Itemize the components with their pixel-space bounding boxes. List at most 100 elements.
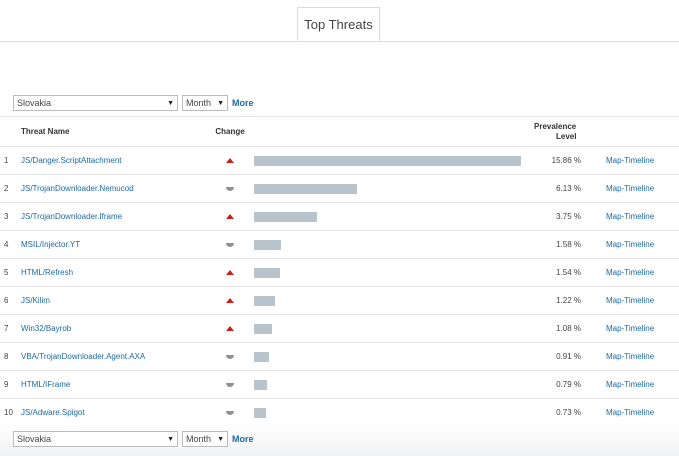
map-timeline-link[interactable]: Map-Timeline — [606, 258, 679, 287]
prevalence-value: 6.13 % — [534, 174, 606, 203]
period-select-value: Month — [186, 98, 212, 108]
change-cell — [206, 202, 254, 231]
period-select-value: Month — [186, 434, 212, 444]
table-row: 5 HTML/Refresh 1.54 % Map-Timeline — [0, 258, 679, 287]
threat-name-link[interactable]: HTML/IFrame — [16, 370, 206, 399]
country-select-value: Slovakia — [17, 98, 52, 108]
rank-cell: 6 — [0, 286, 16, 315]
prevalence-value: 1.22 % — [534, 286, 606, 315]
threat-name-link[interactable]: Win32/Bayrob — [16, 314, 206, 343]
threat-name-link[interactable]: JS/TrojanDownloader.Iframe — [16, 202, 206, 231]
threat-name-link[interactable]: JS/Kilim — [16, 286, 206, 315]
change-cell — [206, 314, 254, 343]
period-select-bottom[interactable]: Month ▼ — [182, 431, 228, 447]
prevalence-value: 1.58 % — [534, 230, 606, 259]
prevalence-bar — [254, 407, 266, 418]
prevalence-bar — [254, 155, 521, 166]
change-cell — [206, 286, 254, 315]
map-timeline-link[interactable]: Map-Timeline — [606, 230, 679, 259]
prevalence-value: 0.79 % — [534, 370, 606, 399]
prevalence-value: 3.75 % — [534, 202, 606, 231]
rank-cell: 9 — [0, 370, 16, 399]
triangle-up-icon — [226, 270, 234, 275]
table-row: 3 JS/TrojanDownloader.Iframe 3.75 % Map-Tim… — [0, 202, 679, 231]
triangle-down-icon — [226, 411, 234, 415]
prevalence-value: 1.54 % — [534, 258, 606, 287]
map-timeline-link[interactable]: Map-Timeline — [606, 146, 679, 175]
threat-name-link[interactable]: VBA/TrojanDownloader.Agent.AXA — [16, 342, 206, 371]
map-timeline-link[interactable]: Map-Timeline — [606, 314, 679, 343]
change-header: Change — [206, 116, 254, 147]
triangle-up-icon — [226, 326, 234, 331]
triangle-down-icon — [226, 383, 234, 387]
rank-cell: 8 — [0, 342, 16, 371]
prevalence-bar-cell — [254, 202, 534, 231]
triangle-down-icon — [226, 187, 234, 191]
rank-cell: 5 — [0, 258, 16, 287]
change-cell — [206, 146, 254, 175]
prevalence-bar-cell — [254, 342, 534, 371]
country-select-value: Slovakia — [17, 434, 52, 444]
threat-name-link[interactable]: HTML/Refresh — [16, 258, 206, 287]
rank-cell: 2 — [0, 174, 16, 203]
prevalence-header-line2: Level — [556, 131, 577, 141]
prevalence-value: 1.08 % — [534, 314, 606, 343]
triangle-up-icon — [226, 298, 234, 303]
prevalence-bar — [254, 183, 357, 194]
prevalence-bar-cell — [254, 146, 534, 175]
change-cell — [206, 230, 254, 259]
threats-table-body: 1 JS/Danger.ScriptAttachment 15.86 % Map-Ti… — [0, 146, 679, 427]
change-cell — [206, 342, 254, 371]
prevalence-bar — [254, 267, 280, 278]
prevalence-value: 15.86 % — [534, 146, 606, 175]
table-row: 9 HTML/IFrame 0.79 % Map-Timeline — [0, 370, 679, 399]
more-link[interactable]: More — [232, 98, 254, 108]
caret-down-icon: ▼ — [167, 99, 174, 107]
prevalence-bar-cell — [254, 258, 534, 287]
more-link-bottom[interactable]: More — [232, 434, 254, 444]
table-row: 1 JS/Danger.ScriptAttachment 15.86 % Map-Ti… — [0, 146, 679, 175]
threat-name-header: Threat Name — [16, 116, 206, 147]
prevalence-bar-cell — [254, 230, 534, 259]
prevalence-bar — [254, 323, 272, 334]
table-row: 10 JS/Adware.Spigot 0.73 % Map-Timeline — [0, 398, 679, 427]
map-timeline-link[interactable]: Map-Timeline — [606, 370, 679, 399]
table-row: 8 VBA/TrojanDownloader.Agent.AXA 0.91 % Map… — [0, 342, 679, 371]
threats-table: Threat Name Change Prevalence Level 1 JS/… — [0, 116, 679, 427]
table-row: 7 Win32/Bayrob 1.08 % Map-Timeline — [0, 314, 679, 343]
caret-down-icon: ▼ — [167, 435, 174, 443]
change-cell — [206, 370, 254, 399]
threat-name-link[interactable]: JS/Adware.Spigot — [16, 398, 206, 427]
prevalence-value: 0.91 % — [534, 342, 606, 371]
map-timeline-link[interactable]: Map-Timeline — [606, 174, 679, 203]
country-select[interactable]: Slovakia ▼ — [13, 95, 178, 111]
caret-down-icon: ▼ — [217, 99, 224, 107]
change-cell — [206, 174, 254, 203]
prevalence-bar — [254, 211, 317, 222]
threat-name-link[interactable]: MSIL/Injector.YT — [16, 230, 206, 259]
rank-cell: 1 — [0, 146, 16, 175]
period-select[interactable]: Month ▼ — [182, 95, 228, 111]
prevalence-bar — [254, 379, 267, 390]
prevalence-bar-cell — [254, 286, 534, 315]
prevalence-bar-cell — [254, 174, 534, 203]
map-timeline-link[interactable]: Map-Timeline — [606, 398, 679, 427]
map-timeline-link[interactable]: Map-Timeline — [606, 286, 679, 315]
prevalence-header: Prevalence Level — [534, 116, 606, 147]
prevalence-bar-cell — [254, 370, 534, 399]
filter-bar-top: Slovakia ▼ Month ▼ More — [13, 95, 254, 111]
prevalence-bar — [254, 295, 275, 306]
country-select-bottom[interactable]: Slovakia ▼ — [13, 431, 178, 447]
threat-name-link[interactable]: JS/TrojanDownloader.Nemucod — [16, 174, 206, 203]
rank-cell: 7 — [0, 314, 16, 343]
map-timeline-link[interactable]: Map-Timeline — [606, 342, 679, 371]
filter-bar-bottom: Slovakia ▼ Month ▼ More — [13, 431, 254, 447]
threat-name-link[interactable]: JS/Danger.ScriptAttachment — [16, 146, 206, 175]
prevalence-bar — [254, 351, 269, 362]
tab-top-threats[interactable]: Top Threats — [297, 7, 380, 41]
rank-cell: 3 — [0, 202, 16, 231]
triangle-up-icon — [226, 158, 234, 163]
caret-down-icon: ▼ — [217, 435, 224, 443]
map-timeline-link[interactable]: Map-Timeline — [606, 202, 679, 231]
triangle-down-icon — [226, 243, 234, 247]
